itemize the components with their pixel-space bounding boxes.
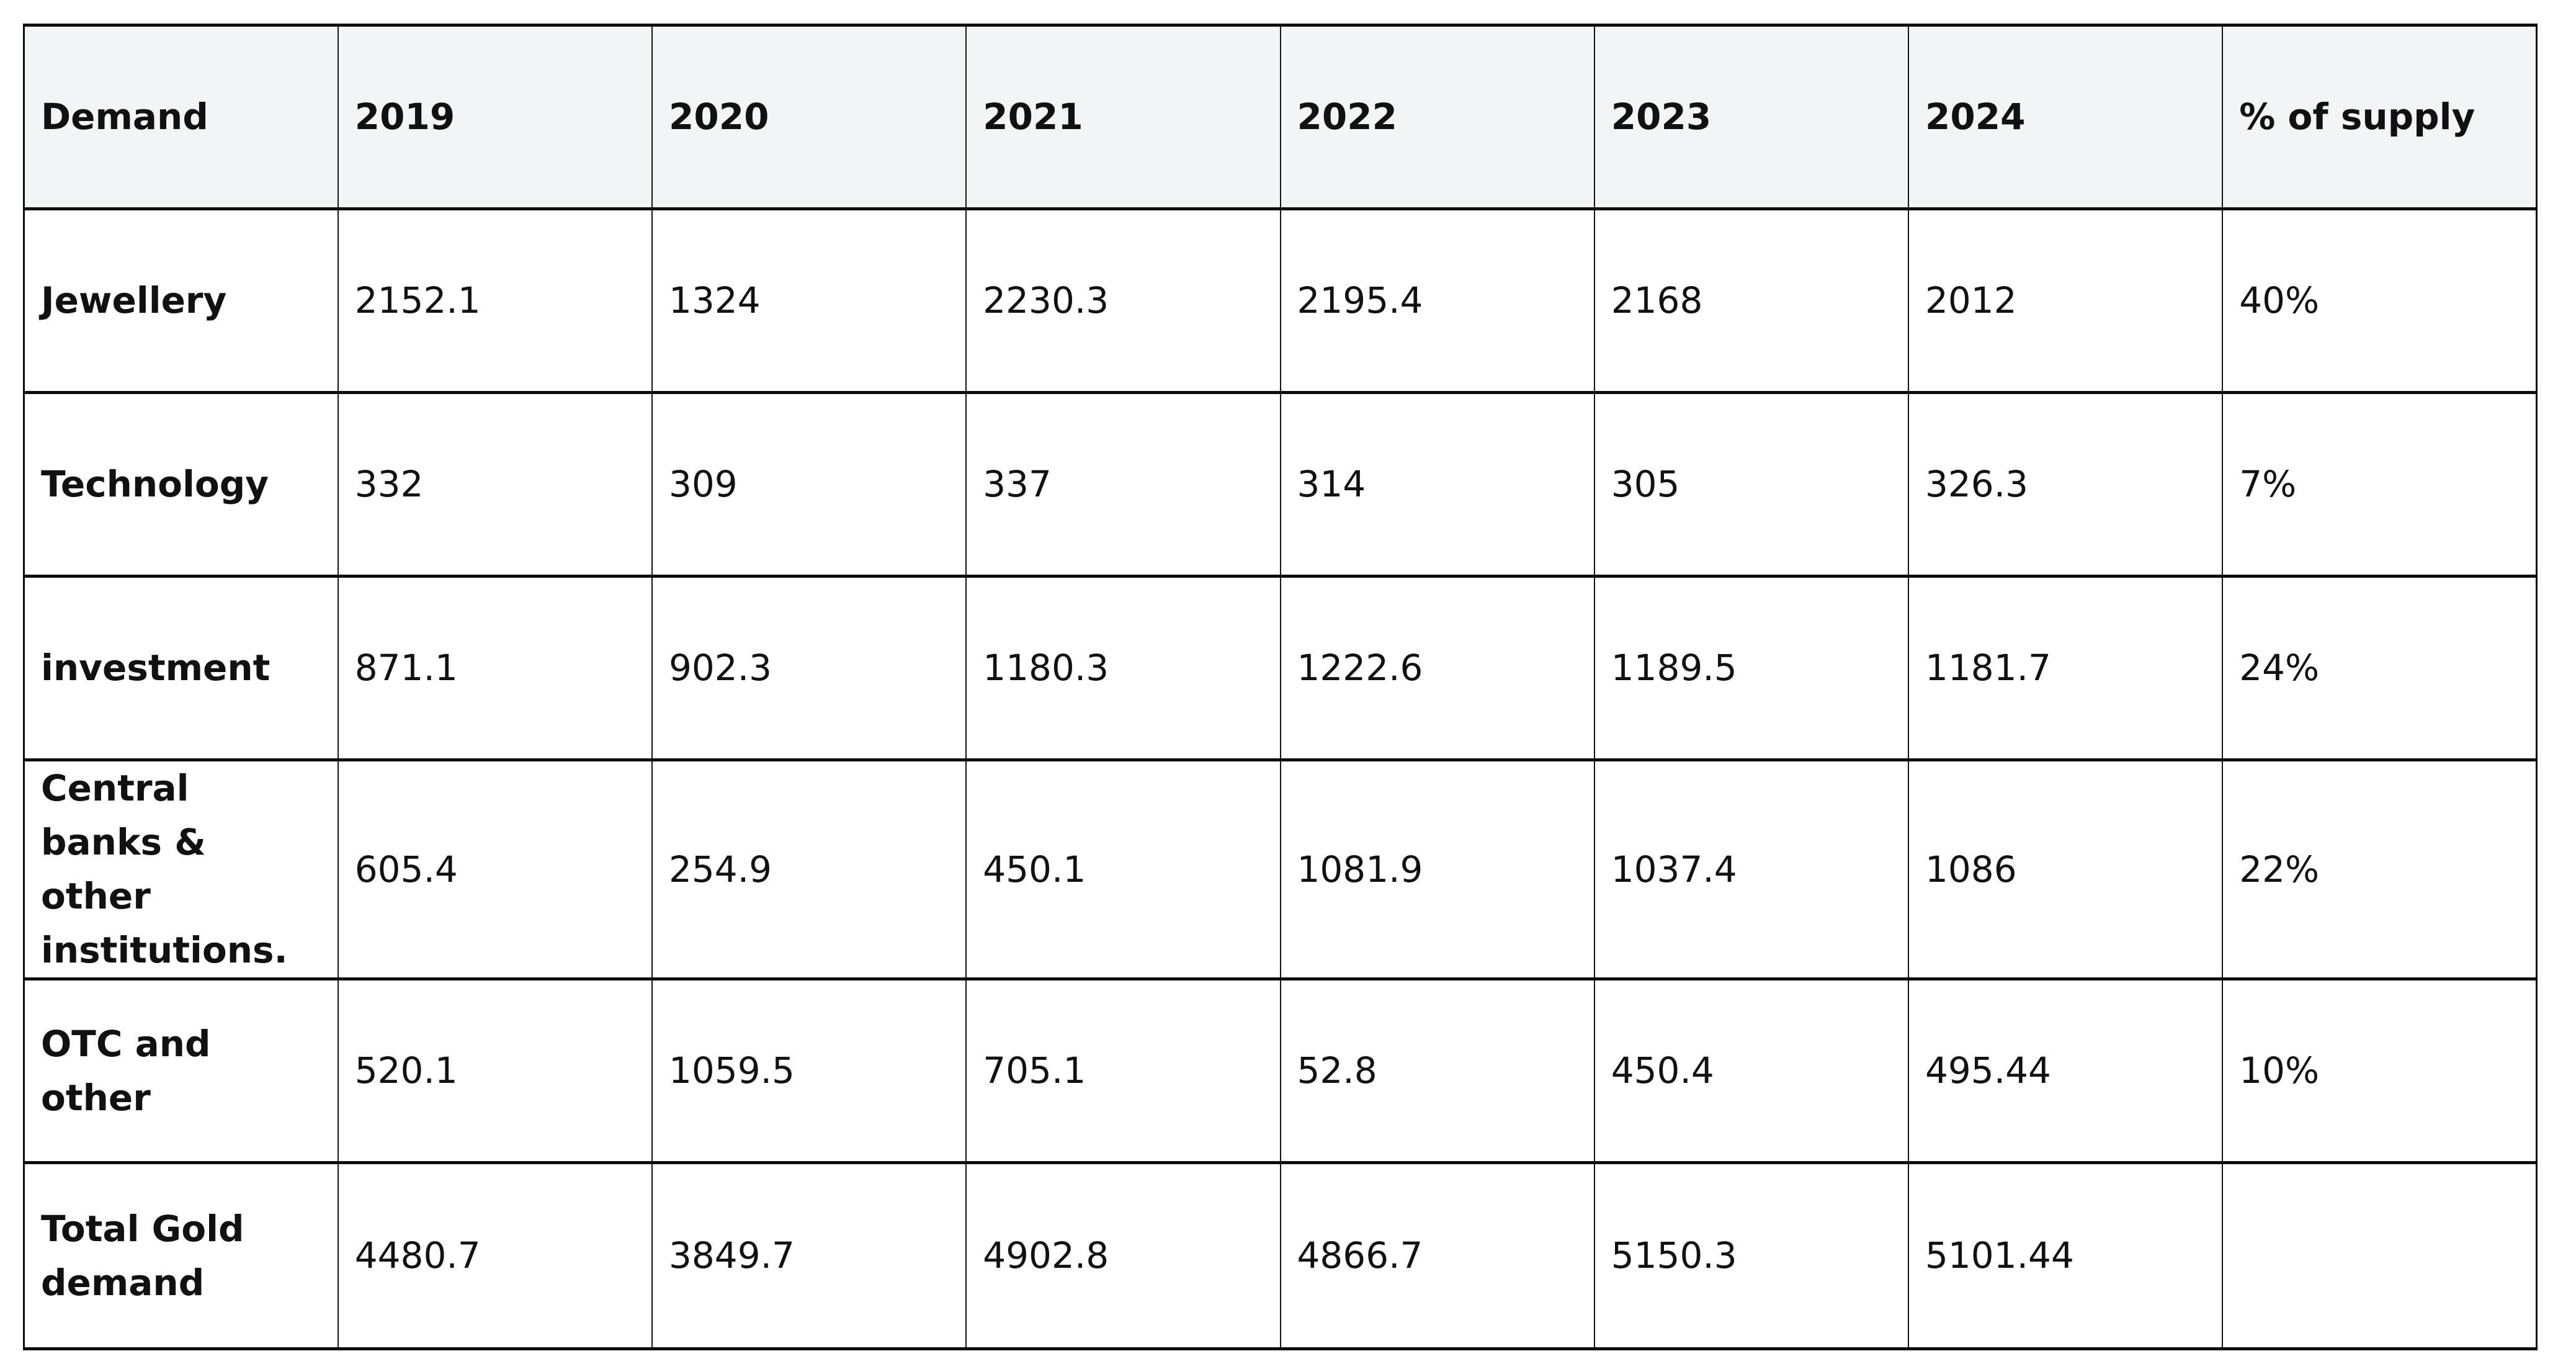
row-label: Jewellery bbox=[23, 207, 339, 394]
table-row-central-banks: Central banks & other institutions. 605.… bbox=[23, 758, 2538, 980]
data-cell: 4866.7 bbox=[1279, 1161, 1595, 1350]
data-cell: 5101.44 bbox=[1907, 1161, 2224, 1350]
header-cell-2022: 2022 bbox=[1279, 24, 1595, 210]
data-cell: 24% bbox=[2222, 575, 2538, 761]
row-label: Central banks & other institutions. bbox=[23, 758, 339, 980]
header-cell-2023: 2023 bbox=[1593, 24, 1910, 210]
table-row-total-gold-demand: Total Gold demand 4480.7 3849.7 4902.8 4… bbox=[23, 1161, 2538, 1350]
gold-demand-table: Demand 2019 2020 2021 2022 2023 2024 % o… bbox=[23, 24, 2538, 1350]
row-label: OTC and other bbox=[23, 977, 339, 1164]
data-cell: 4902.8 bbox=[965, 1161, 1281, 1350]
data-cell: 1180.3 bbox=[965, 575, 1281, 761]
data-cell: 520.1 bbox=[337, 977, 653, 1164]
data-cell: 337 bbox=[965, 391, 1281, 578]
data-cell: 3849.7 bbox=[651, 1161, 967, 1350]
data-cell: 10% bbox=[2222, 977, 2538, 1164]
data-cell: 495.44 bbox=[1907, 977, 2224, 1164]
data-cell: 1037.4 bbox=[1593, 758, 1910, 980]
data-cell: 7% bbox=[2222, 391, 2538, 578]
data-cell: 1189.5 bbox=[1593, 575, 1910, 761]
data-cell: 309 bbox=[651, 391, 967, 578]
data-cell: 314 bbox=[1279, 391, 1595, 578]
data-cell: 52.8 bbox=[1279, 977, 1595, 1164]
row-label: investment bbox=[23, 575, 339, 761]
data-cell: 705.1 bbox=[965, 977, 1281, 1164]
table-row-otc-and-other: OTC and other 520.1 1059.5 705.1 52.8 45… bbox=[23, 977, 2538, 1164]
data-cell: 326.3 bbox=[1907, 391, 2224, 578]
data-cell: 1181.7 bbox=[1907, 575, 2224, 761]
data-cell-empty bbox=[2222, 1161, 2538, 1350]
data-cell: 2195.4 bbox=[1279, 207, 1595, 394]
data-cell: 254.9 bbox=[651, 758, 967, 980]
data-cell: 2168 bbox=[1593, 207, 1910, 394]
data-cell: 305 bbox=[1593, 391, 1910, 578]
data-cell: 5150.3 bbox=[1593, 1161, 1910, 1350]
data-cell: 871.1 bbox=[337, 575, 653, 761]
data-cell: 40% bbox=[2222, 207, 2538, 394]
data-cell: 1059.5 bbox=[651, 977, 967, 1164]
header-cell-pct-of-supply: % of supply bbox=[2222, 24, 2538, 210]
data-cell: 2012 bbox=[1907, 207, 2224, 394]
header-cell-2020: 2020 bbox=[651, 24, 967, 210]
data-cell: 450.4 bbox=[1593, 977, 1910, 1164]
header-cell-demand: Demand bbox=[23, 24, 339, 210]
data-cell: 450.1 bbox=[965, 758, 1281, 980]
data-cell: 605.4 bbox=[337, 758, 653, 980]
data-cell: 902.3 bbox=[651, 575, 967, 761]
row-label: Total Gold demand bbox=[23, 1161, 339, 1350]
header-cell-2021: 2021 bbox=[965, 24, 1281, 210]
row-label: Technology bbox=[23, 391, 339, 578]
data-cell: 4480.7 bbox=[337, 1161, 653, 1350]
data-cell: 2230.3 bbox=[965, 207, 1281, 394]
data-cell: 22% bbox=[2222, 758, 2538, 980]
table-row-technology: Technology 332 309 337 314 305 326.3 7% bbox=[23, 391, 2538, 578]
table-row-investment: investment 871.1 902.3 1180.3 1222.6 118… bbox=[23, 575, 2538, 761]
table-row-jewellery: Jewellery 2152.1 1324 2230.3 2195.4 2168… bbox=[23, 207, 2538, 394]
data-cell: 1081.9 bbox=[1279, 758, 1595, 980]
header-cell-2019: 2019 bbox=[337, 24, 653, 210]
data-cell: 332 bbox=[337, 391, 653, 578]
data-cell: 1324 bbox=[651, 207, 967, 394]
data-cell: 1086 bbox=[1907, 758, 2224, 980]
data-cell: 1222.6 bbox=[1279, 575, 1595, 761]
data-cell: 2152.1 bbox=[337, 207, 653, 394]
header-row: Demand 2019 2020 2021 2022 2023 2024 % o… bbox=[23, 24, 2538, 210]
header-cell-2024: 2024 bbox=[1907, 24, 2224, 210]
